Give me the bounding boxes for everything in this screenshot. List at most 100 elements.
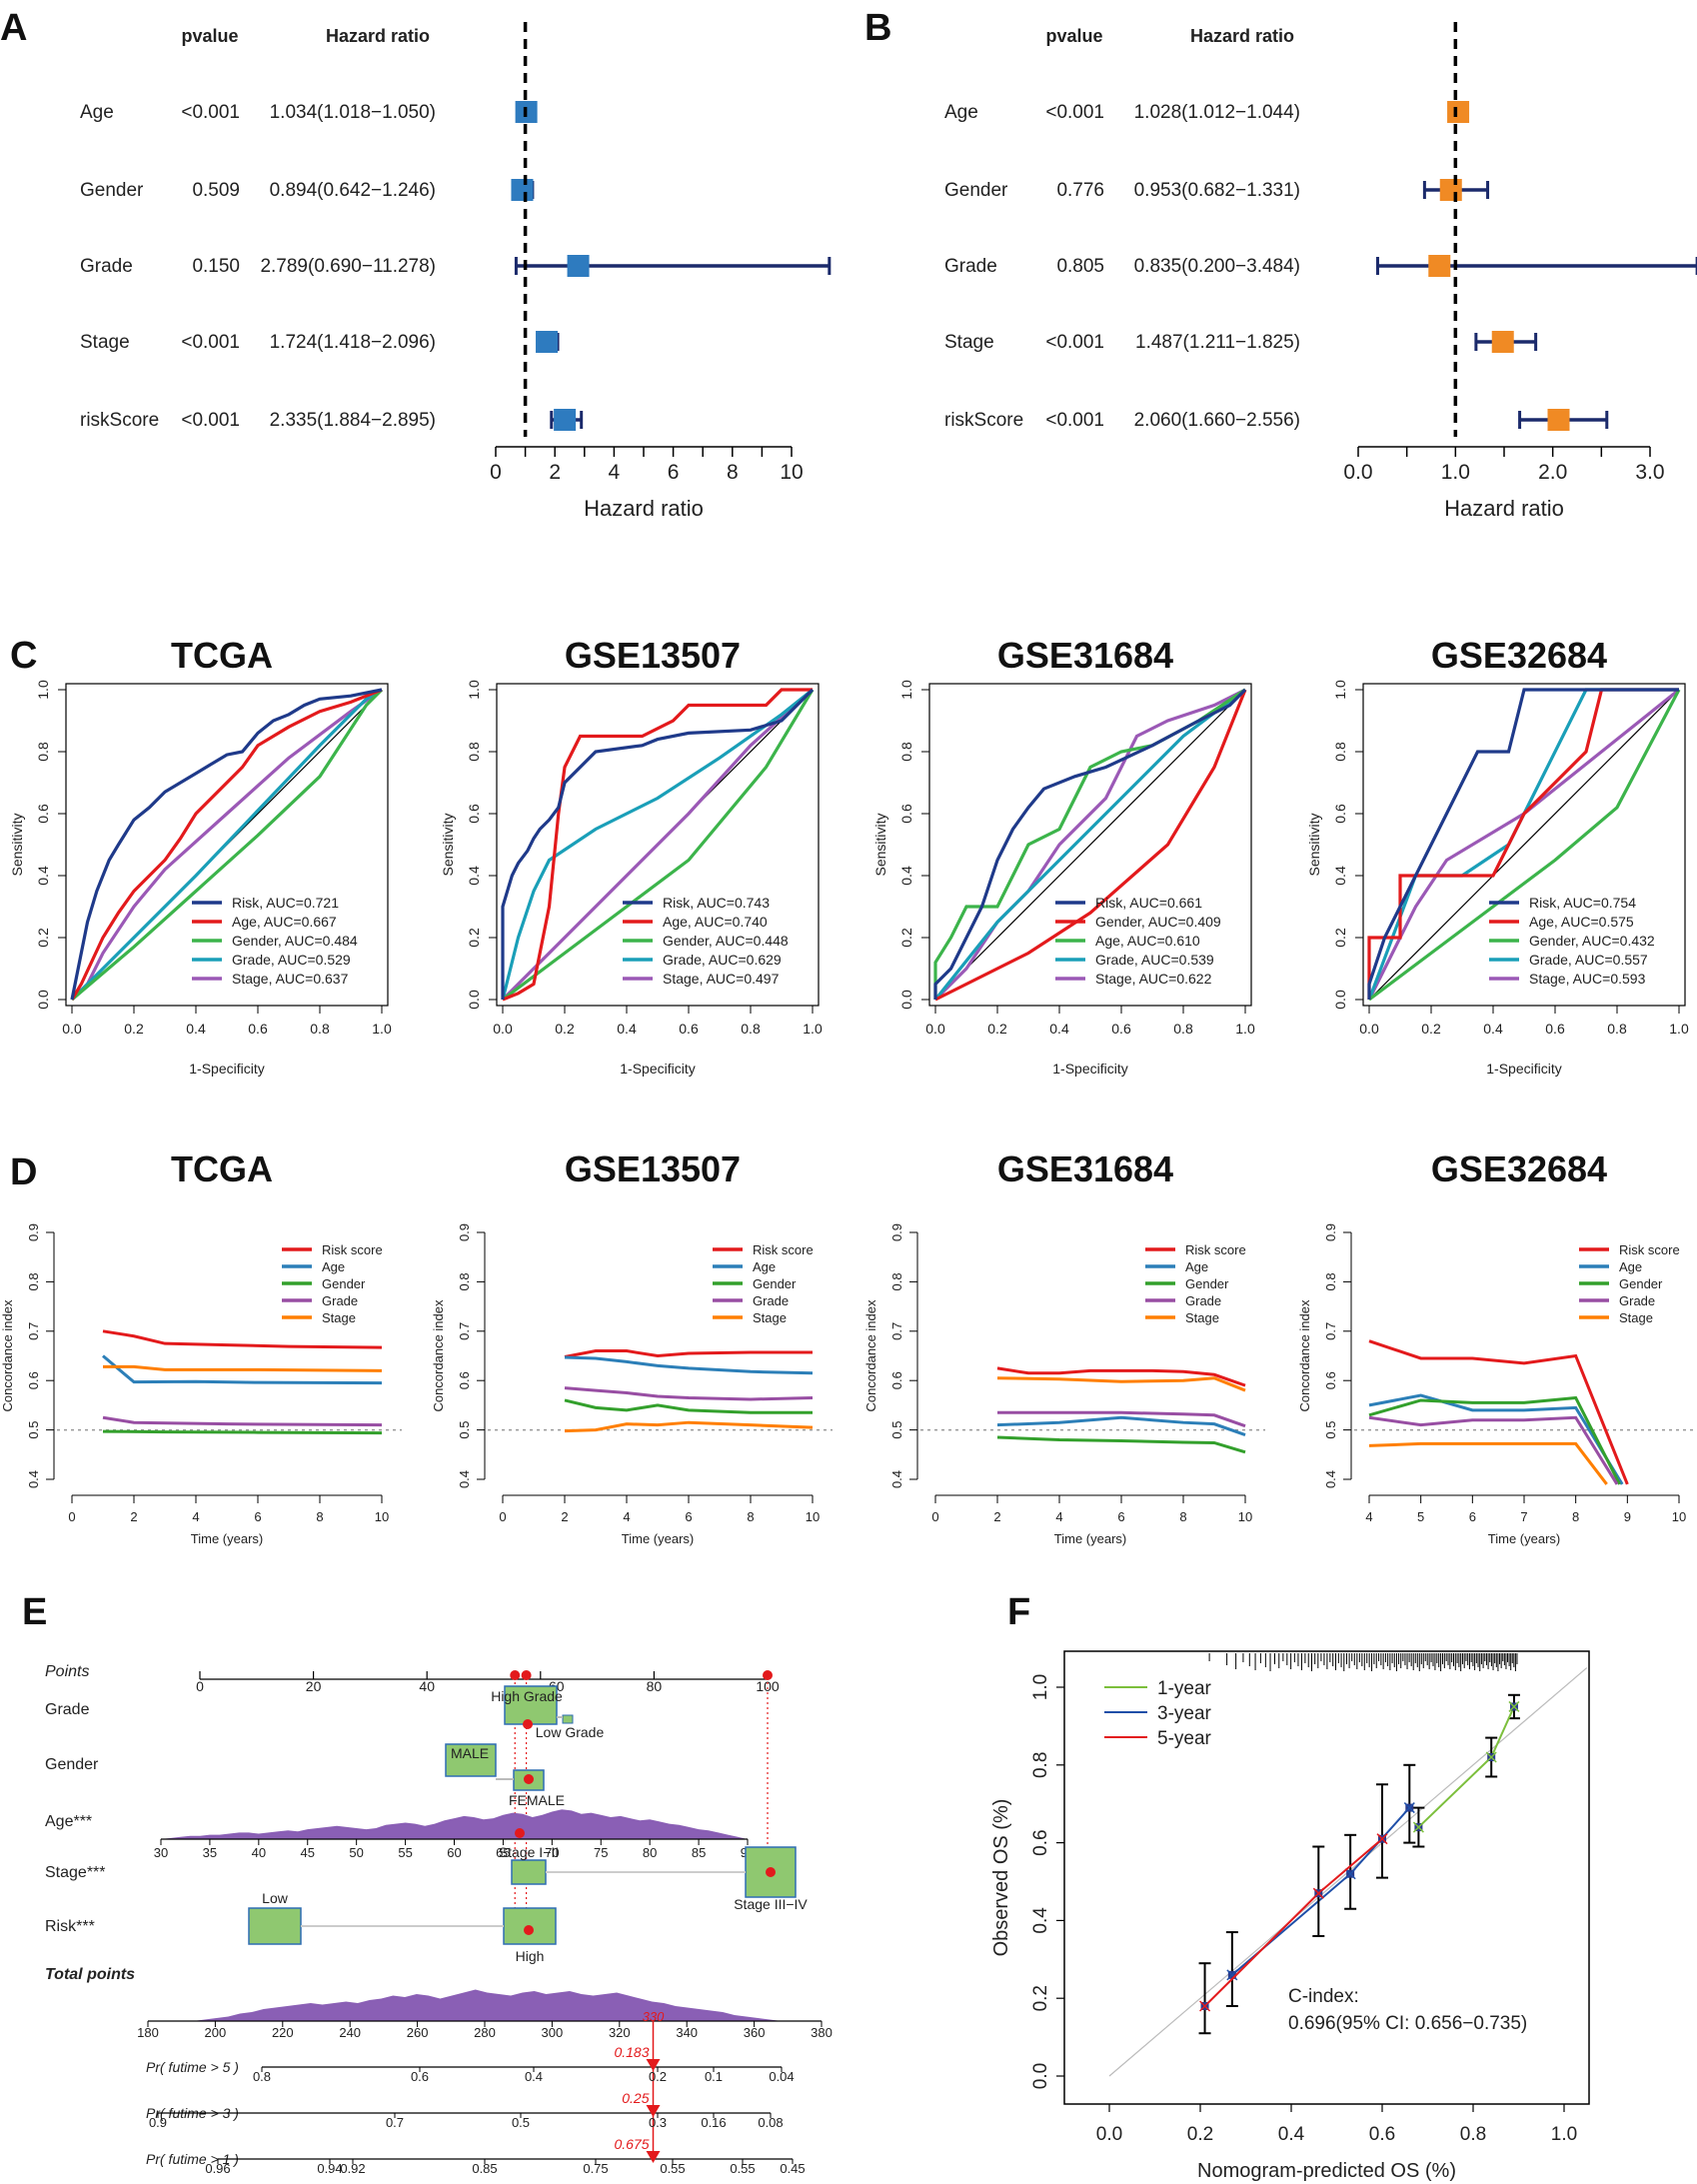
x-tick-label: 1.0 (372, 1021, 392, 1037)
y-tick-label: 0.6 (26, 1371, 41, 1389)
plot-frame (65, 683, 389, 1007)
y-tick-label: 1.0 (1332, 680, 1348, 700)
roc-curve-risk-score (933, 688, 1247, 1000)
y-tick-label: 0.4 (1332, 866, 1348, 886)
y-tick-label: 1.0 (35, 680, 51, 700)
y-tick-label: 0.8 (1332, 742, 1348, 762)
roc-title: TCGA (171, 635, 273, 676)
legend-label: Grade, AUC=0.539 (1095, 952, 1214, 968)
selected-point (510, 1670, 521, 1680)
x-tick-label: 0.6 (1111, 1021, 1131, 1037)
row-pvalue: 0.150 (192, 256, 240, 277)
hazard-point (1547, 409, 1570, 431)
y-axis-label: Concordance index (1297, 1299, 1312, 1412)
calibration-cross (1508, 1700, 1520, 1712)
x-tick-label: 8 (727, 461, 739, 484)
points-tick-label: 0 (196, 1678, 204, 1694)
y-tick-label: 0.7 (1323, 1322, 1338, 1340)
x-tick-label: 7 (1520, 1509, 1527, 1524)
x-tick-label: 0.8 (1460, 2124, 1486, 2145)
legend-label: Risk score (1185, 1242, 1246, 1257)
y-tick-label: 0.5 (1323, 1421, 1338, 1439)
hazard-ratio-header: Hazard ratio (326, 26, 430, 46)
total-tick-label: 240 (339, 2025, 361, 2040)
x-tick-label: 0.2 (1187, 2124, 1213, 2145)
total-points-density (193, 1989, 782, 2021)
roc-curve-stage (70, 688, 383, 1002)
y-axis-label: Sensitivity (872, 813, 888, 876)
y-tick-label: 1.0 (898, 680, 914, 700)
y-axis-label: Observed OS (%) (990, 1799, 1012, 1957)
points-tick-label: 100 (756, 1678, 780, 1694)
y-tick-label: 0.8 (35, 742, 51, 762)
risk-low-box (248, 1907, 302, 1945)
age-tick-label: 80 (643, 1845, 657, 1860)
x-tick-label: 6 (1117, 1509, 1124, 1524)
panel-letter: D (10, 1151, 37, 1193)
legend-label: Stage (753, 1310, 787, 1325)
row-pvalue: 0.805 (1056, 256, 1104, 277)
probability-arrow (646, 2105, 661, 2117)
calibration-line-1-year (1417, 1706, 1515, 1828)
roc-curve-age (502, 688, 813, 1002)
cindex-title: GSE13507 (565, 1148, 741, 1189)
stage-12-box (511, 1859, 547, 1885)
nomogram-row-label: Gender (45, 1756, 99, 1773)
legend-label: Gender (1619, 1276, 1663, 1291)
probability-value: 0.675 (614, 2136, 649, 2152)
risk-high-label: High (516, 1948, 545, 1964)
legend-label: Age, AUC=0.575 (1529, 914, 1634, 930)
x-tick-label: 0.4 (1049, 1021, 1069, 1037)
x-tick-label: 6 (254, 1509, 261, 1524)
legend-label: Age (322, 1259, 345, 1274)
y-tick-label: 0.4 (457, 1470, 472, 1488)
y-tick-label: 0.2 (35, 928, 51, 948)
row-name: Gender (80, 180, 144, 201)
x-tick-label: 8 (1179, 1509, 1186, 1524)
y-axis-label: Concordance index (863, 1299, 878, 1412)
legend-label: Risk, AUC=0.743 (663, 895, 770, 911)
row-name: Age (80, 102, 114, 123)
row-hazard-ratio: 1.487(1.211−1.825) (1135, 332, 1300, 353)
cindex-line-stage (103, 1364, 383, 1372)
age-tick-label: 45 (301, 1845, 315, 1860)
row-hazard-ratio: 1.028(1.012−1.044) (1134, 102, 1300, 123)
probability-tick-label: 0.9 (149, 2115, 167, 2130)
y-tick-label: 0.7 (889, 1322, 904, 1340)
legend-label: Stage, AUC=0.593 (1529, 971, 1646, 987)
age-tick-label: 65 (496, 1845, 510, 1860)
cindex-title: GSE32684 (1431, 1148, 1607, 1189)
calibration-cross (1226, 1969, 1238, 1981)
x-axis-label: 1-Specificity (620, 1061, 695, 1077)
x-tick-label: 5 (1417, 1509, 1424, 1524)
gender-male-box (445, 1743, 497, 1777)
panel-letter: E (22, 1591, 47, 1633)
row-pvalue: <0.001 (1045, 410, 1104, 431)
y-tick-label: 0.0 (898, 990, 914, 1010)
legend-label: Stage, AUC=0.497 (663, 971, 780, 987)
probability-tick-label: 0.6 (411, 2069, 429, 2084)
age-tick-label: 60 (447, 1845, 461, 1860)
y-tick-label: 0.6 (889, 1371, 904, 1389)
row-hazard-ratio: 1.724(1.418−2.096) (270, 332, 436, 353)
cindex-line-age (102, 1354, 383, 1385)
x-tick-label: 4 (609, 461, 621, 484)
x-tick-label: 8 (316, 1509, 323, 1524)
hazard-point (567, 255, 590, 277)
y-tick-label: 0.4 (1030, 1907, 1051, 1934)
x-tick-label: 0 (499, 1509, 506, 1524)
row-hazard-ratio: 0.953(0.682−1.331) (1134, 180, 1300, 201)
legend-label: Stage (322, 1310, 356, 1325)
row-name: Stage (80, 332, 130, 353)
probability-arrow (646, 2059, 661, 2071)
total-tick-label: 360 (744, 2025, 766, 2040)
legend-label: Gender, AUC=0.448 (663, 933, 789, 949)
y-axis-label: Concordance index (0, 1299, 15, 1412)
y-axis-label: Sensitivity (440, 813, 456, 876)
x-axis-label: Hazard ratio (1444, 496, 1564, 521)
cindex-line-grade (997, 1410, 1246, 1428)
probability-tick-label: 0.55 (730, 2161, 755, 2176)
x-tick-label: 1.0 (1235, 1021, 1255, 1037)
x-tick-label: 8 (1572, 1509, 1579, 1524)
x-tick-label: 10 (375, 1509, 389, 1524)
